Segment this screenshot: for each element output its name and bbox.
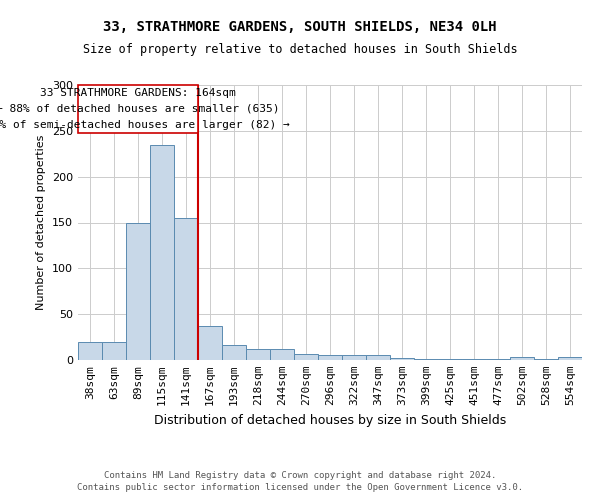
Bar [150, 144, 174, 360]
Bar [294, 354, 318, 360]
Bar [462, 359, 486, 360]
Text: Contains public sector information licensed under the Open Government Licence v3: Contains public sector information licen… [77, 483, 523, 492]
Y-axis label: Number of detached properties: Number of detached properties [37, 135, 46, 310]
Bar [318, 356, 342, 360]
X-axis label: Distribution of detached houses by size in South Shields: Distribution of detached houses by size … [154, 414, 506, 426]
Text: 11% of semi-detached houses are larger (82) →: 11% of semi-detached houses are larger (… [0, 120, 290, 130]
Bar [174, 218, 198, 360]
Bar [126, 222, 150, 360]
Bar [510, 357, 534, 360]
Text: 33, STRATHMORE GARDENS, SOUTH SHIELDS, NE34 0LH: 33, STRATHMORE GARDENS, SOUTH SHIELDS, N… [103, 20, 497, 34]
Bar [102, 342, 126, 360]
Bar [246, 349, 270, 360]
Bar [534, 359, 558, 360]
Bar [222, 346, 246, 360]
Bar [414, 359, 438, 360]
Text: Size of property relative to detached houses in South Shields: Size of property relative to detached ho… [83, 42, 517, 56]
Bar [342, 356, 366, 360]
Bar [270, 349, 294, 360]
Bar [78, 342, 102, 360]
Bar [390, 358, 414, 360]
Bar [366, 356, 390, 360]
Text: 33 STRATHMORE GARDENS: 164sqm: 33 STRATHMORE GARDENS: 164sqm [40, 88, 236, 98]
Bar [438, 359, 462, 360]
Bar [486, 359, 510, 360]
Bar [198, 326, 222, 360]
Bar [558, 357, 582, 360]
Text: ← 88% of detached houses are smaller (635): ← 88% of detached houses are smaller (63… [0, 104, 280, 114]
Text: Contains HM Land Registry data © Crown copyright and database right 2024.: Contains HM Land Registry data © Crown c… [104, 470, 496, 480]
